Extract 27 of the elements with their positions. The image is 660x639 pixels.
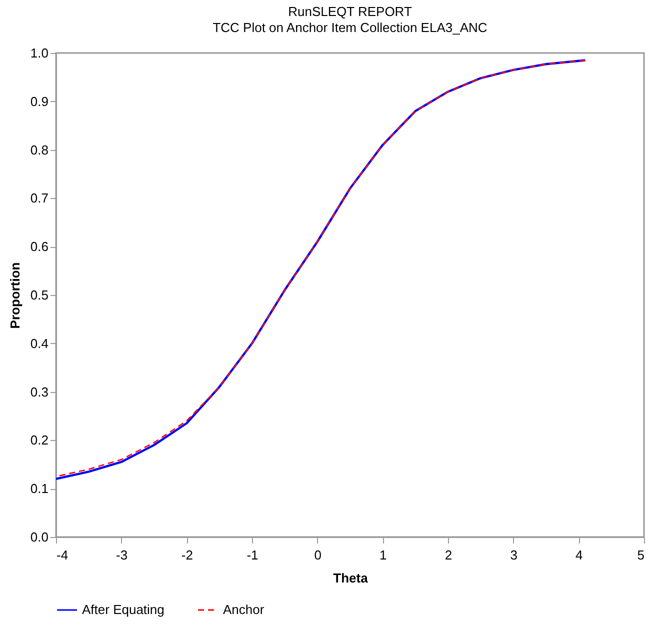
y-tick-label: 0.4 xyxy=(30,336,48,351)
chart-subtitle: TCC Plot on Anchor Item Collection ELA3_ANC xyxy=(212,20,488,35)
x-tick-label: 5 xyxy=(637,548,644,562)
y-tick-label: 0.8 xyxy=(30,142,48,158)
y-tick-label: 1.0 xyxy=(30,46,48,60)
chart-title: RunSLEQT REPORT xyxy=(288,4,412,19)
legend-label: Anchor xyxy=(223,602,265,617)
x-tick-label: 3 xyxy=(510,548,518,562)
x-tick-label: 4 xyxy=(576,548,583,562)
y-tick-label: 0.3 xyxy=(30,384,48,400)
y-tick-label: 0.6 xyxy=(30,239,48,254)
x-tick-label: -3 xyxy=(116,548,128,562)
y-tick-label: 0.2 xyxy=(30,432,48,448)
x-tick-label: -4 xyxy=(56,548,68,562)
y-tick-label: 0.7 xyxy=(30,190,48,206)
x-tick-label: 1 xyxy=(380,548,387,562)
y-tick-label: 0.1 xyxy=(30,481,48,496)
y-axis-title: Proportion xyxy=(7,262,22,329)
y-tick-label: 0.9 xyxy=(30,94,48,109)
x-tick-label: 2 xyxy=(444,548,452,562)
y-tick-label: 0.0 xyxy=(30,530,48,544)
x-tick-label: -2 xyxy=(181,548,193,562)
x-tick-label: -1 xyxy=(246,548,258,562)
legend-label: After Equating xyxy=(82,602,164,617)
x-tick-label: 0 xyxy=(314,548,322,562)
y-tick-label: 0.5 xyxy=(30,288,48,302)
x-axis-title: Theta xyxy=(333,570,369,586)
